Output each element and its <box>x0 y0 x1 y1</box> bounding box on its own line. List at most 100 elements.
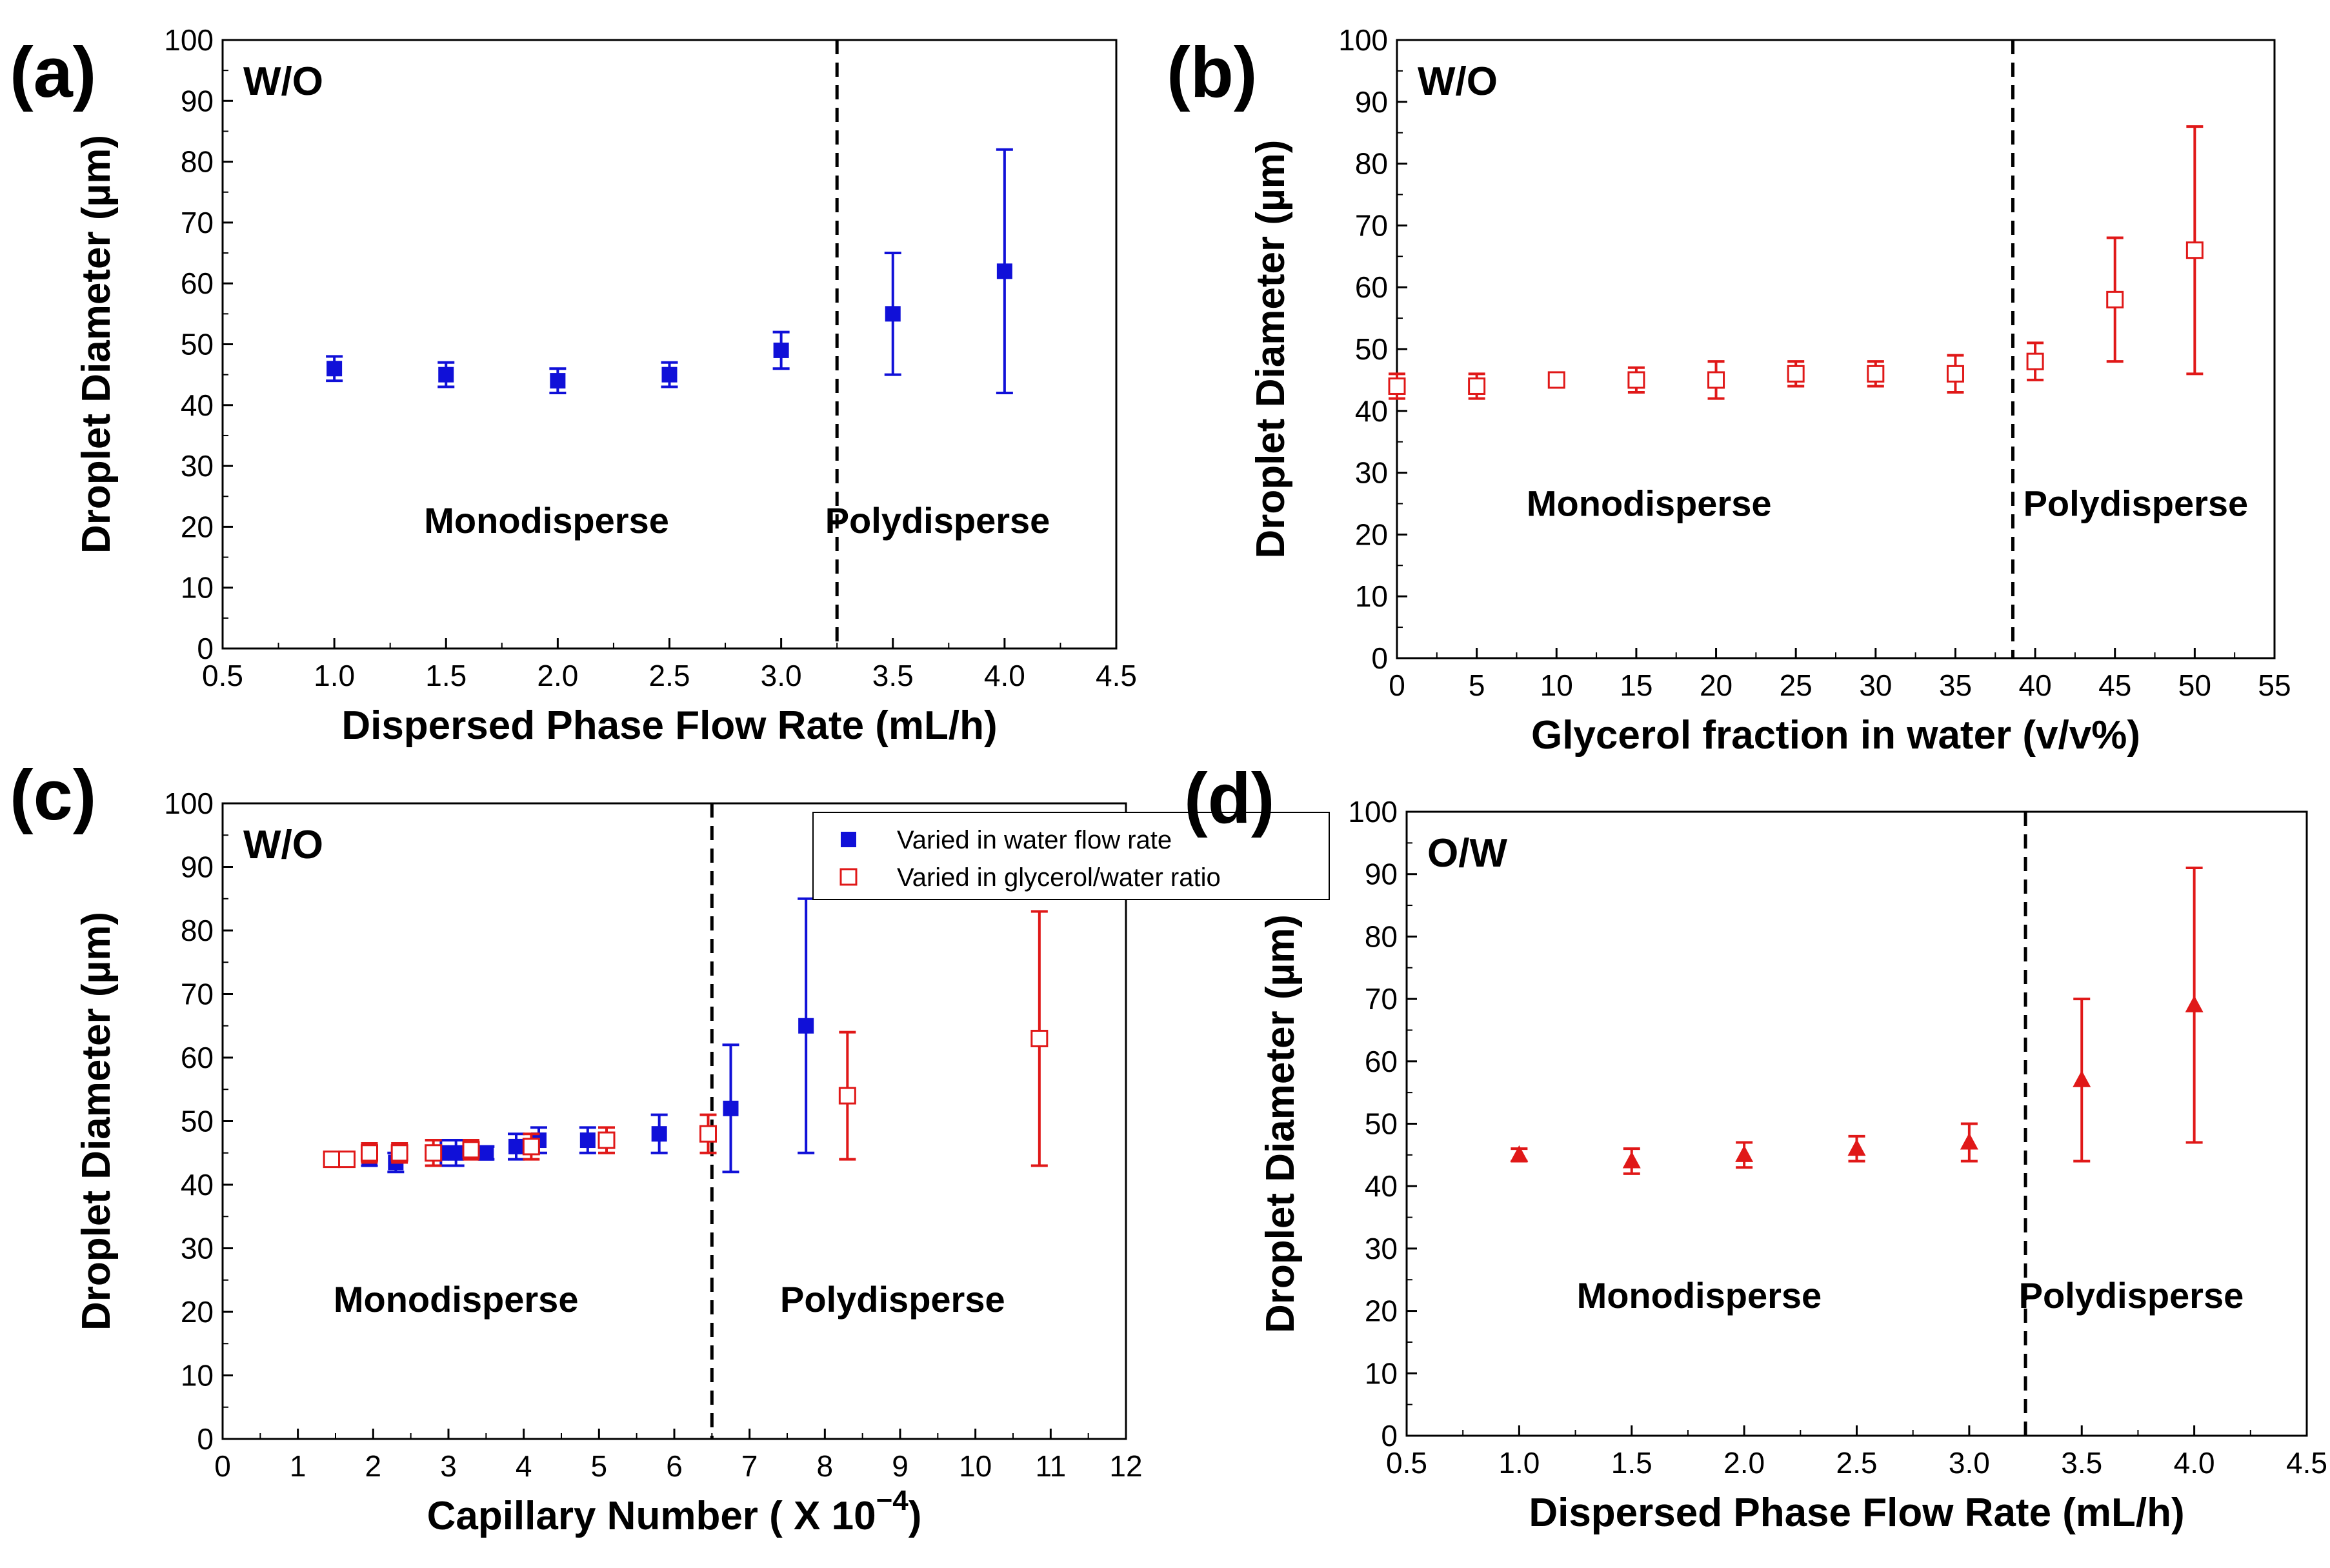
y-tick-label: 40 <box>181 388 214 422</box>
data-point <box>598 1131 616 1149</box>
y-tick-label: 40 <box>181 1168 214 1201</box>
phase-label: W/O <box>1418 59 1498 104</box>
y-tick-label: 0 <box>1371 641 1388 675</box>
y-tick-label: 30 <box>1365 1232 1398 1265</box>
y-tick-label: 50 <box>1355 332 1388 366</box>
x-axis-title: Capillary Number ( X 10−4) <box>427 1485 922 1538</box>
panel-letter: (b) <box>1167 33 1257 112</box>
panel-letter: (a) <box>10 33 96 112</box>
x-tick-label: 50 <box>2178 668 2211 702</box>
data-point <box>1847 1139 1866 1156</box>
panel-d: (d) 0 10 20 30 40 50 60 70 80 90 100 0.5 1.0 1.5 2.0 2.5… <box>1184 759 2327 1535</box>
x-tick-label: 2.5 <box>649 659 690 692</box>
data-point <box>326 361 343 377</box>
series-0 <box>1510 867 2204 1175</box>
data-point <box>1627 371 1645 389</box>
x-tick-label: 0 <box>1389 668 1405 702</box>
y-tick-label: 40 <box>1355 394 1388 428</box>
x-tick-label: 45 <box>2098 668 2131 702</box>
y-axis-title: Droplet Diameter (µm) <box>74 135 119 554</box>
data-point <box>2106 290 2124 308</box>
data-point <box>798 1018 814 1034</box>
y-tick-label: 90 <box>1365 858 1398 891</box>
y-tick-label: 20 <box>181 510 214 543</box>
x-tick-label: 5 <box>1469 668 1485 702</box>
y-tick-label: 90 <box>181 84 214 117</box>
x-tick-label: 20 <box>1700 668 1732 702</box>
data-point <box>579 1132 596 1149</box>
x-tick-label: 4.5 <box>1096 659 1137 692</box>
data-point <box>1622 1151 1641 1169</box>
y-tick-label: 0 <box>197 632 214 665</box>
x-tick-label: 3.5 <box>2061 1446 2102 1480</box>
x-tick-label: 1 <box>290 1449 306 1483</box>
y-tick-label: 20 <box>1365 1294 1398 1328</box>
data-point <box>1946 365 1964 383</box>
region-label-polydisperse: Polydisperse <box>780 1279 1005 1320</box>
y-tick-label: 100 <box>164 23 214 57</box>
y-tick-label: 80 <box>1355 147 1388 181</box>
data-point <box>1707 371 1725 389</box>
data-point <box>390 1144 408 1162</box>
x-tick-label: 6 <box>666 1449 683 1483</box>
y-tick-label: 40 <box>1365 1169 1398 1203</box>
y-tick-label: 100 <box>164 787 214 820</box>
data-point <box>1030 1029 1049 1047</box>
data-point <box>425 1144 443 1162</box>
series-1 <box>323 910 1049 1169</box>
phase-label: W/O <box>243 59 323 104</box>
region-label-monodisperse: Monodisperse <box>424 500 669 541</box>
y-tick-label: 20 <box>181 1295 214 1329</box>
y-tick-label: 80 <box>181 145 214 179</box>
x-tick-label: 25 <box>1780 668 1813 702</box>
x-axis-title: Dispersed Phase Flow Rate (mL/h) <box>341 703 997 748</box>
x-tick-label: 4.0 <box>984 659 1025 692</box>
data-point <box>1388 377 1406 395</box>
x-tick-label: 3.0 <box>1949 1446 1990 1480</box>
legend-marker <box>839 868 858 886</box>
x-tick-label: 2.0 <box>1723 1446 1765 1480</box>
x-tick-label: 9 <box>892 1449 909 1483</box>
region-label-polydisperse: Polydisperse <box>2024 483 2249 524</box>
plot-frame <box>221 39 1118 650</box>
x-tick-label: 3 <box>440 1449 457 1483</box>
data-point <box>885 306 901 322</box>
x-tick-label: 3.0 <box>761 659 802 692</box>
x-tick-label: 12 <box>1109 1449 1142 1483</box>
x-axis-title: Glycerol fraction in water (v/v%) <box>1531 713 2140 758</box>
data-point <box>651 1126 667 1142</box>
x-tick-label: 10 <box>959 1449 992 1483</box>
data-point <box>522 1138 540 1156</box>
y-tick-label: 30 <box>181 449 214 483</box>
data-point <box>699 1125 717 1143</box>
data-point <box>550 373 566 389</box>
y-tick-label: 70 <box>1365 982 1398 1016</box>
data-point <box>1787 365 1805 383</box>
x-tick-label: 40 <box>2019 668 2052 702</box>
series-0 <box>361 897 815 1174</box>
y-tick-label: 80 <box>181 914 214 947</box>
data-point <box>1867 365 1885 383</box>
y-axis-title: Droplet Diameter (µm) <box>1249 140 1293 559</box>
series-0 <box>326 148 1013 394</box>
y-tick-label: 60 <box>181 1041 214 1074</box>
y-axis-title: Droplet Diameter (µm) <box>74 912 119 1331</box>
x-axis-title: Dispersed Phase Flow Rate (mL/h) <box>1529 1491 2184 1535</box>
y-tick-label: 90 <box>1355 85 1388 119</box>
y-tick-label: 70 <box>1355 208 1388 242</box>
x-tick-label: 2.5 <box>1836 1446 1878 1480</box>
y-tick-label: 10 <box>181 1359 214 1392</box>
data-point <box>661 367 678 383</box>
region-label-monodisperse: Monodisperse <box>334 1279 579 1320</box>
data-point <box>1510 1145 1529 1162</box>
x-tick-label: 10 <box>1540 668 1573 702</box>
phase-label: O/W <box>1427 831 1507 876</box>
y-tick-label: 50 <box>1365 1107 1398 1141</box>
y-tick-label: 60 <box>1355 270 1388 304</box>
y-tick-label: 0 <box>1381 1419 1398 1452</box>
x-tick-label: 0.5 <box>1386 1446 1427 1480</box>
series-0 <box>1388 125 2204 400</box>
panel-letter: (d) <box>1184 759 1274 838</box>
data-point <box>2026 352 2044 370</box>
data-point <box>2185 241 2204 259</box>
